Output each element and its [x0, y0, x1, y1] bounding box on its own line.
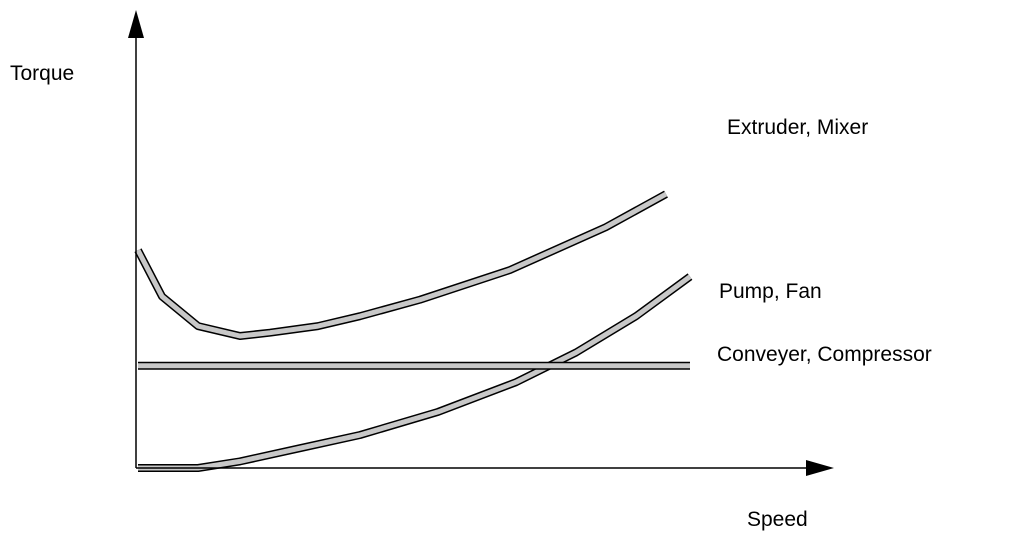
curve-extruder-mixer — [135, 191, 668, 339]
x-axis-arrowhead — [806, 460, 834, 476]
series-label-conveyer-compressor: Conveyer, Compressor — [717, 343, 932, 366]
x-axis-label: Speed — [747, 508, 808, 531]
curve-extruder-mixer-outline — [134, 190, 668, 340]
series-label-extruder-mixer: Extruder, Mixer — [727, 116, 868, 139]
series-label-pump-fan: Pump, Fan — [719, 280, 822, 303]
curve-layer — [134, 190, 693, 472]
curve-pump-fan — [138, 274, 692, 471]
y-axis-label: Torque — [10, 62, 74, 85]
y-axis-arrowhead — [128, 10, 144, 38]
